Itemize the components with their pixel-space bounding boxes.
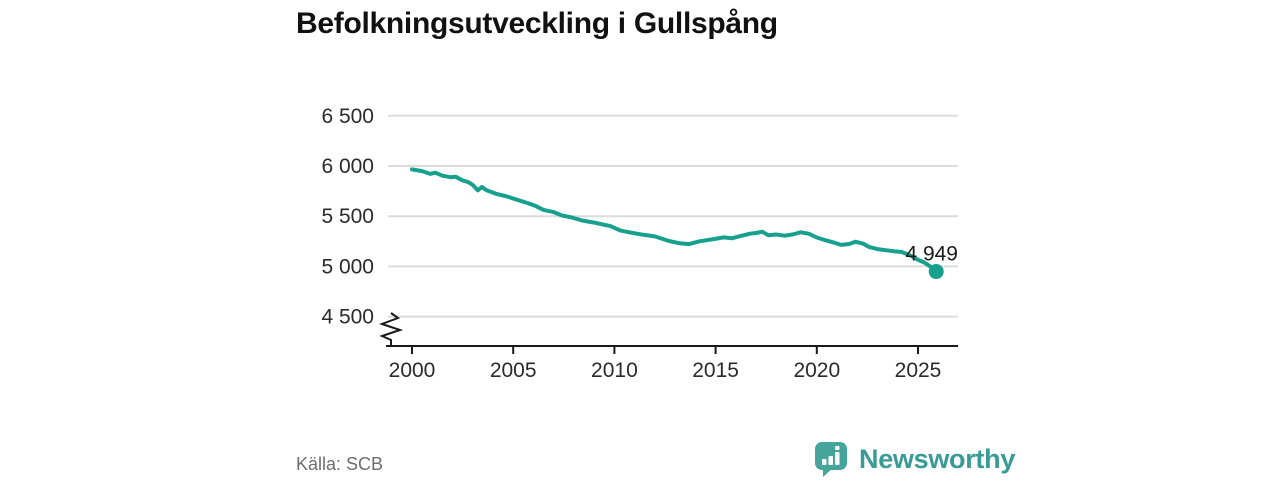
y-tick-label: 5 000 bbox=[321, 255, 374, 278]
y-tick-label: 6 000 bbox=[321, 155, 374, 178]
x-tick-label: 2025 bbox=[895, 359, 942, 382]
axis-break-icon bbox=[379, 312, 404, 346]
newsworthy-wordmark: Newsworthy bbox=[859, 443, 1016, 474]
y-tick-label: 4 500 bbox=[321, 306, 374, 329]
x-tick-label: 2005 bbox=[490, 359, 537, 382]
x-tick-label: 2020 bbox=[793, 359, 840, 382]
x-tick-label: 2000 bbox=[389, 359, 436, 382]
end-point-marker bbox=[928, 264, 944, 280]
newsworthy-speech-bubble-chart-icon bbox=[815, 442, 847, 477]
x-tick-label: 2010 bbox=[591, 359, 638, 382]
end-value-label: 4 949 bbox=[905, 243, 958, 266]
x-tick-label: 2015 bbox=[692, 359, 739, 382]
newsworthy-logo: Newsworthy bbox=[812, 440, 1015, 478]
population-line bbox=[410, 167, 939, 274]
page-title: Befolkningsutveckling i Gullspång bbox=[296, 7, 778, 40]
y-tick-label: 5 500 bbox=[321, 205, 374, 228]
source-attribution: Källa: SCB bbox=[296, 454, 384, 474]
y-tick-label: 6 500 bbox=[321, 105, 374, 128]
